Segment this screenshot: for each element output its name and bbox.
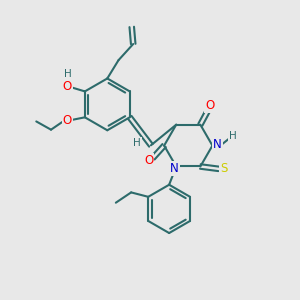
Text: O: O xyxy=(63,80,72,93)
Text: H: H xyxy=(64,69,72,79)
Text: H: H xyxy=(133,138,141,148)
Text: N: N xyxy=(213,139,222,152)
Text: O: O xyxy=(144,154,153,167)
Text: N: N xyxy=(170,162,179,175)
Text: O: O xyxy=(63,114,72,127)
Text: H: H xyxy=(229,131,237,141)
Text: S: S xyxy=(220,162,228,175)
Text: O: O xyxy=(206,99,215,112)
